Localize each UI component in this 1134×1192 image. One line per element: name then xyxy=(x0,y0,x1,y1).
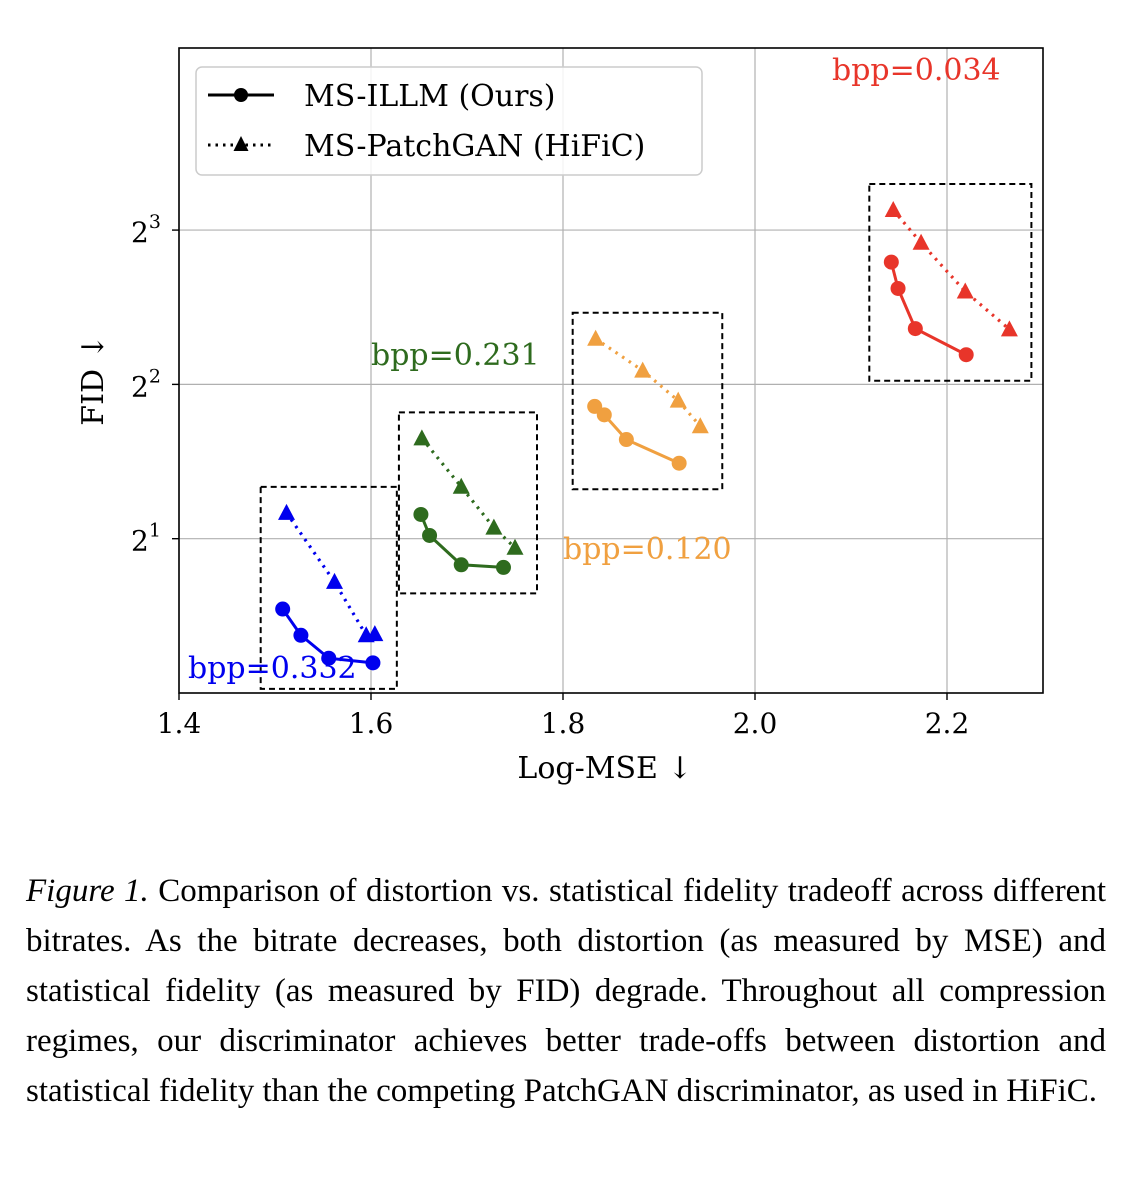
point-ms-patchgan xyxy=(326,572,344,589)
series-line-ms-patchgan xyxy=(420,437,517,549)
x-tick-label: 2.2 xyxy=(925,707,970,740)
x-tick-label: 1.8 xyxy=(541,707,586,740)
group-box xyxy=(571,311,724,491)
group-label: bpp=0.332 xyxy=(188,651,357,686)
y-tick-label: 21 xyxy=(131,520,161,558)
point-ms-illm xyxy=(365,655,381,671)
point-ms-illm xyxy=(618,432,634,448)
group-bpp=0.231 xyxy=(397,411,539,595)
group-bpp=0.034 xyxy=(868,183,1033,382)
y-tick-label: 22 xyxy=(131,365,161,403)
caption-text: Comparison of distortion vs. statistical… xyxy=(26,873,1106,1109)
figure: 1.4 1.6 1.8 2.0 2.2 21 22 23 Log-MSE ↓ FID ↓ MS… xyxy=(76,47,1044,786)
point-ms-illm xyxy=(422,527,438,543)
ticks: 1.4 1.6 1.8 2.0 2.2 21 22 23 xyxy=(131,211,969,740)
series-line-ms-illm xyxy=(281,608,374,665)
legend-label-patchgan: MS-PatchGAN (HiFiC) xyxy=(304,129,645,164)
point-ms-patchgan xyxy=(634,361,652,378)
group-label: bpp=0.034 xyxy=(832,53,1001,88)
point-ms-patchgan xyxy=(1000,320,1018,337)
point-ms-patchgan xyxy=(587,329,605,346)
point-ms-patchgan xyxy=(452,477,470,494)
point-ms-illm xyxy=(453,557,469,573)
legend-marker-illm xyxy=(234,88,248,102)
x-axis-label: Log-MSE ↓ xyxy=(517,751,692,786)
figure-caption: Figure 1. Comparison of distortion vs. s… xyxy=(26,866,1106,1116)
series-line-ms-patchgan xyxy=(594,337,702,428)
point-ms-patchgan xyxy=(691,417,709,434)
legend: MS-ILLM (Ours) MS-PatchGAN (HiFiC) xyxy=(195,66,703,176)
group-bpp=0.332 xyxy=(259,485,398,690)
point-ms-illm xyxy=(671,455,687,471)
series-line-ms-patchgan xyxy=(892,208,1011,331)
point-ms-illm xyxy=(890,280,906,296)
point-ms-illm xyxy=(293,627,309,643)
point-ms-patchgan xyxy=(366,625,384,642)
group-label: bpp=0.231 xyxy=(371,338,540,373)
point-ms-patchgan xyxy=(884,201,902,218)
point-ms-patchgan xyxy=(669,391,687,408)
point-ms-patchgan xyxy=(413,429,431,446)
legend-box xyxy=(195,66,703,176)
point-ms-patchgan xyxy=(485,518,503,535)
y-tick-label: 23 xyxy=(131,211,161,249)
x-tick-label: 2.0 xyxy=(733,707,778,740)
plot-frame xyxy=(178,47,1044,694)
caption-lead: Figure 1. xyxy=(26,873,149,909)
point-ms-illm xyxy=(413,506,429,522)
series-line-ms-illm xyxy=(889,261,967,357)
point-ms-illm xyxy=(958,347,974,363)
point-ms-illm xyxy=(596,407,612,423)
point-ms-illm xyxy=(907,321,923,337)
point-ms-illm xyxy=(495,559,511,575)
group-label: bpp=0.120 xyxy=(563,532,732,567)
group-bpp=0.120 xyxy=(571,311,724,491)
x-tick-label: 1.4 xyxy=(157,707,202,740)
point-ms-illm xyxy=(883,254,899,270)
group-labels: bpp=0.332 bpp=0.231 bpp=0.120 bpp=0.034 xyxy=(188,53,1001,686)
series-line-ms-illm xyxy=(419,513,504,569)
point-ms-illm xyxy=(275,601,291,617)
data-groups xyxy=(259,183,1033,690)
point-ms-patchgan xyxy=(912,233,930,250)
point-ms-patchgan xyxy=(278,503,296,520)
legend-marker-patchgan xyxy=(233,136,249,151)
series-line-ms-patchgan xyxy=(285,511,376,638)
point-ms-patchgan xyxy=(506,538,524,555)
x-tick-label: 1.6 xyxy=(349,707,394,740)
group-box xyxy=(868,183,1033,382)
point-ms-patchgan xyxy=(956,282,974,299)
y-axis-label: FID ↓ xyxy=(76,334,111,425)
point-ms-illm xyxy=(321,650,337,666)
group-box xyxy=(259,485,398,690)
legend-label-illm: MS-ILLM (Ours) xyxy=(304,79,556,114)
